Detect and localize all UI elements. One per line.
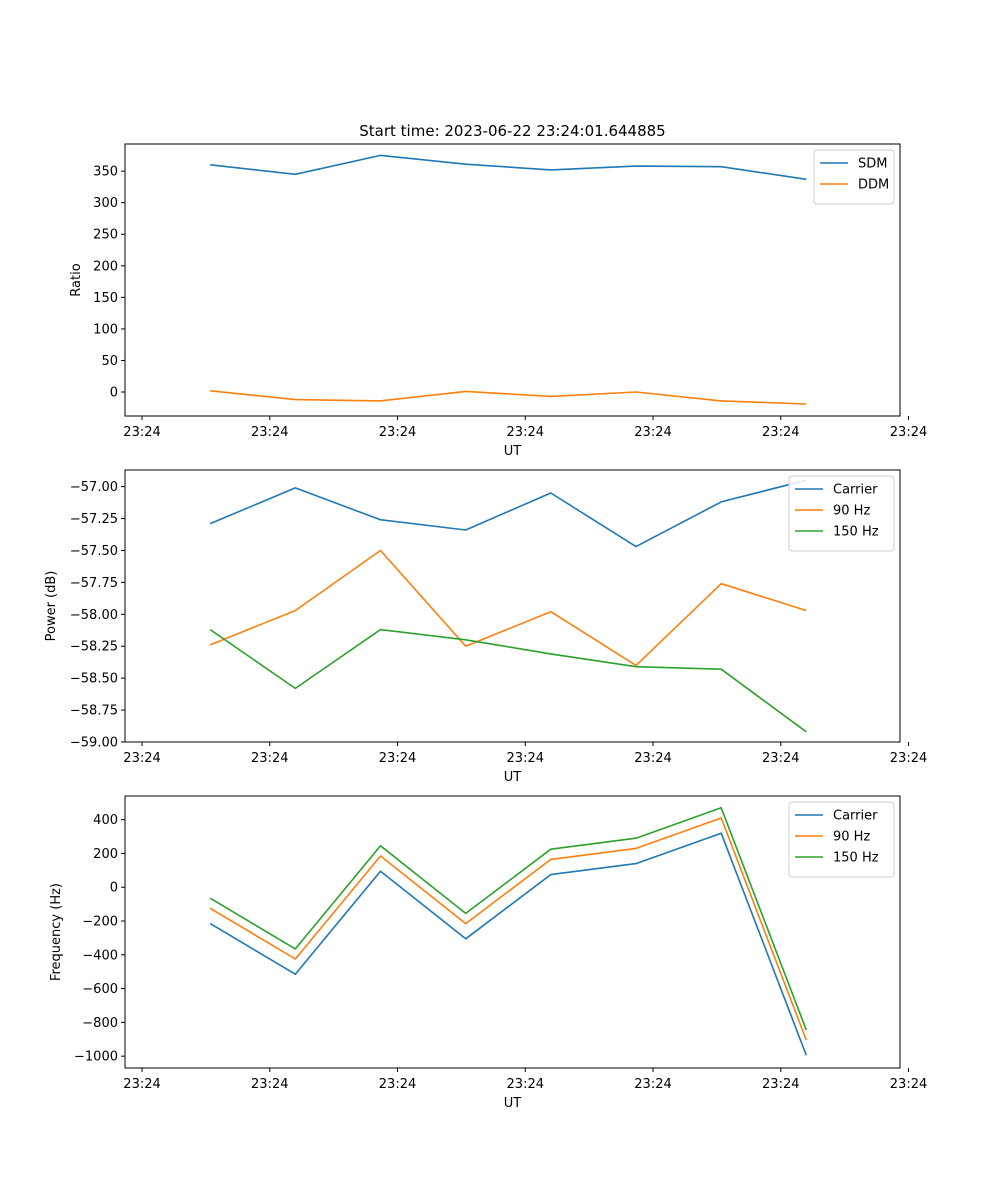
x-tick-label: 23:24 <box>890 425 927 440</box>
legend-entry: 150 Hz <box>833 851 879 866</box>
plot-frame <box>124 795 901 1069</box>
y-tick-label: 200 <box>93 847 118 862</box>
x-tick-label: 23:24 <box>251 751 288 766</box>
x-tick-label: 23:24 <box>123 751 160 766</box>
x-tick-label: 23:24 <box>251 425 288 440</box>
x-tick-label: 23:24 <box>762 1077 799 1092</box>
y-axis-label: Power (dB) <box>44 571 59 642</box>
y-tick-label: 150 <box>93 291 118 306</box>
y-tick-label: 200 <box>93 259 118 274</box>
legend-entry: 90 Hz <box>833 504 870 519</box>
x-tick-label: 23:24 <box>123 1077 160 1092</box>
y-tick-label: 350 <box>93 165 118 180</box>
x-tick-label: 23:24 <box>762 425 799 440</box>
x-tick-label: 23:24 <box>379 751 416 766</box>
y-tick-label: −58.50 <box>70 672 118 687</box>
series-line-90-hz <box>209 549 807 667</box>
y-tick-label: 0 <box>110 386 118 401</box>
y-tick-label: −800 <box>82 1016 118 1031</box>
y-tick-label: 400 <box>93 813 118 828</box>
y-axis-label: Ratio <box>69 263 84 296</box>
plot-frame <box>124 469 901 743</box>
series-line-150-hz <box>209 628 807 733</box>
series-line-carrier <box>209 479 807 548</box>
y-tick-label: −600 <box>82 982 118 997</box>
series-line-90-hz <box>209 817 808 1041</box>
legend-box <box>788 475 895 552</box>
legend-entry: Carrier <box>833 809 878 824</box>
legend: SDM DDM <box>813 149 895 205</box>
y-tick-label: −1000 <box>74 1050 118 1065</box>
y-tick-label: −57.00 <box>70 480 118 495</box>
plot-frame <box>124 143 901 417</box>
y-tick-label: −58.25 <box>70 640 118 655</box>
y-tick-label: −58.75 <box>70 704 118 719</box>
x-tick-label: 23:24 <box>507 1077 544 1092</box>
y-tick-label: −59.00 <box>70 736 118 751</box>
y-tick-label: 50 <box>101 354 118 369</box>
figure-title: Start time: 2023-06-22 23:24:01.644885 <box>359 122 665 140</box>
series-line-carrier <box>209 832 808 1056</box>
y-tick-label: −57.75 <box>70 576 118 591</box>
x-tick-label: 23:24 <box>507 751 544 766</box>
legend-entry: 150 Hz <box>833 525 879 540</box>
chart-3: 23:24 23:24 23:24 23:24 23:24 23:24 23:24 −1000… <box>49 795 927 1111</box>
legend-entry: DDM <box>858 178 889 193</box>
legend-entry: Carrier <box>833 483 878 498</box>
y-tick-label: 0 <box>110 881 118 896</box>
y-tick-label: −400 <box>82 948 118 963</box>
series-line-150-hz <box>209 806 808 1031</box>
x-tick-label: 23:24 <box>762 751 799 766</box>
series-line-sdm <box>210 154 807 181</box>
x-tick-label: 23:24 <box>634 751 671 766</box>
x-axis-label: UT <box>504 444 522 459</box>
chart-1: 23:24 23:24 23:24 23:24 23:24 23:24 23:24 0 50 10… <box>69 143 927 459</box>
series-line-ddm <box>210 390 807 405</box>
y-tick-label: −57.25 <box>70 512 118 527</box>
chart-2: 23:24 23:24 23:24 23:24 23:24 23:24 23:24 −59.0… <box>44 469 927 785</box>
x-tick-label: 23:24 <box>507 425 544 440</box>
x-tick-label: 23:24 <box>379 1077 416 1092</box>
x-tick-label: 23:24 <box>379 425 416 440</box>
legend-entry: 90 Hz <box>833 830 870 845</box>
y-tick-label: 100 <box>93 322 118 337</box>
y-tick-label: 250 <box>93 228 118 243</box>
y-tick-label: 300 <box>93 196 118 211</box>
legend-box <box>788 801 895 878</box>
x-tick-label: 23:24 <box>251 1077 288 1092</box>
legend: Carrier 90 Hz 150 Hz <box>788 475 895 552</box>
x-tick-label: 23:24 <box>890 751 927 766</box>
y-tick-label: −200 <box>82 915 118 930</box>
x-axis-label: UT <box>504 770 522 785</box>
x-tick-label: 23:24 <box>890 1077 927 1092</box>
x-tick-label: 23:24 <box>634 425 671 440</box>
x-axis-label: UT <box>504 1096 522 1111</box>
plots-container: 23:24 23:24 23:24 23:24 23:24 23:24 23:24 0 50 10… <box>44 143 927 1111</box>
y-axis-label: Frequency (Hz) <box>49 883 64 981</box>
y-tick-label: −57.50 <box>70 544 118 559</box>
y-tick-label: −58.00 <box>70 608 118 623</box>
x-tick-label: 23:24 <box>123 425 160 440</box>
legend-entry: SDM <box>858 157 887 172</box>
legend: Carrier 90 Hz 150 Hz <box>788 801 895 878</box>
x-tick-label: 23:24 <box>634 1077 671 1092</box>
